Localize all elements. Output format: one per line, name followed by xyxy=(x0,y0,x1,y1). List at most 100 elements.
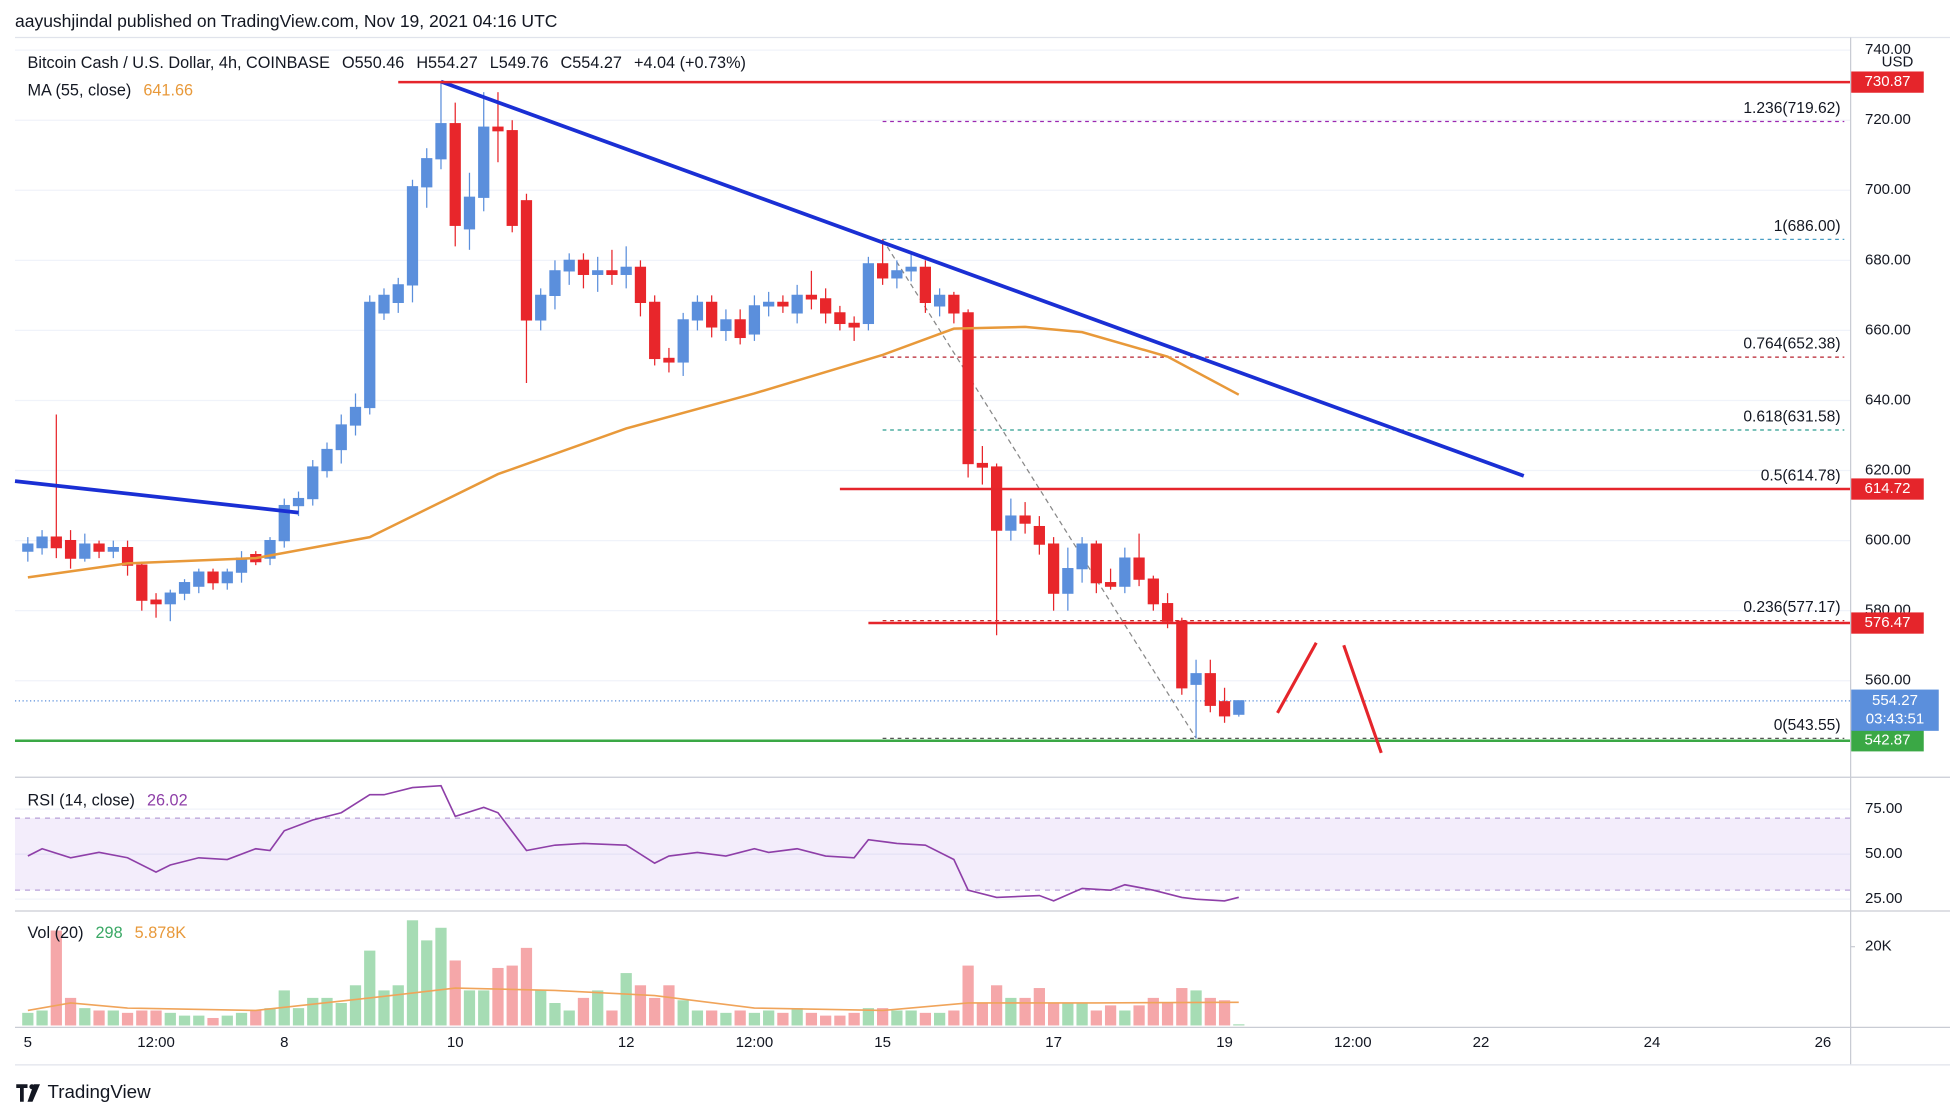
candle-body xyxy=(449,123,461,226)
candle-body xyxy=(321,448,333,472)
fib-label: 0.618(631.58) xyxy=(1743,409,1840,426)
volume-bar xyxy=(506,965,518,1026)
candle-body xyxy=(976,462,988,468)
volume-bar xyxy=(1033,988,1045,1026)
candle-body xyxy=(1119,557,1131,587)
volume-bar xyxy=(663,985,675,1026)
volume-ma-value: 5.878K xyxy=(135,924,187,942)
volume-bar xyxy=(406,920,419,1026)
candle-body xyxy=(1090,543,1102,584)
x-tick-label: 17 xyxy=(1045,1034,1062,1051)
volume-bar xyxy=(1047,1003,1060,1026)
volume-bar xyxy=(292,1008,305,1026)
volume-bar xyxy=(392,985,404,1026)
volume-bar xyxy=(834,1015,846,1026)
candle-body xyxy=(1218,701,1231,717)
volume-bar xyxy=(50,930,62,1026)
volume-bar xyxy=(1090,1010,1102,1026)
volume-value: 298 xyxy=(96,924,123,942)
volume-bar xyxy=(207,1017,219,1026)
volume-bar xyxy=(1218,1000,1231,1026)
candle-body xyxy=(948,294,960,314)
volume-bar xyxy=(905,1010,917,1026)
volume-bar xyxy=(364,950,376,1026)
candle-body xyxy=(178,582,191,594)
volume-bar xyxy=(720,1012,732,1026)
x-tick-label: 22 xyxy=(1473,1034,1490,1051)
volume-bar xyxy=(1233,1024,1245,1026)
volume-bar xyxy=(706,1010,718,1026)
y-tick-label: 560.00 xyxy=(1865,672,1911,689)
candle-body xyxy=(235,557,248,573)
volume-bar xyxy=(535,990,547,1026)
volume-title: Vol (20) xyxy=(28,924,84,942)
rsi-line xyxy=(27,784,1239,902)
last-price-label: 554.27 xyxy=(1872,692,1918,709)
x-tick-label: 12:00 xyxy=(137,1034,175,1051)
volume-bar xyxy=(107,1010,119,1026)
candle-body xyxy=(79,543,91,559)
candle-body xyxy=(748,305,761,335)
volume-bar xyxy=(777,1012,789,1026)
candle-body xyxy=(634,266,647,304)
candle-body xyxy=(563,259,575,272)
volume-bar xyxy=(691,1010,704,1026)
volume-bar xyxy=(805,1012,818,1026)
ma-header: MA (55, close) 641.66 xyxy=(28,82,194,100)
volume-bar xyxy=(791,1008,803,1026)
x-tick-label: 8 xyxy=(280,1034,288,1051)
x-tick-label: 19 xyxy=(1216,1034,1233,1051)
volume-bar xyxy=(307,997,319,1026)
volume-bar xyxy=(193,1015,205,1026)
candle-body xyxy=(50,536,62,549)
candle-body xyxy=(492,126,504,132)
candle-body xyxy=(677,319,689,363)
x-tick-label: 15 xyxy=(874,1034,891,1051)
candle-body xyxy=(777,301,789,307)
volume-bar xyxy=(421,940,433,1026)
volume-bar xyxy=(64,997,77,1026)
fib-label: 0(543.55) xyxy=(1774,717,1841,734)
volume-bar xyxy=(520,947,533,1026)
volume-bar xyxy=(933,1012,946,1026)
symbol-header: Bitcoin Cash / U.S. Dollar, 4h, COINBASE… xyxy=(28,54,746,72)
symbol-title: Bitcoin Cash / U.S. Dollar, 4h, COINBASE xyxy=(28,54,331,72)
volume-bar xyxy=(577,997,590,1026)
volume-bar xyxy=(1119,1010,1131,1026)
candle-body xyxy=(1147,578,1159,605)
volume-bar xyxy=(1005,997,1017,1026)
x-tick-label: 12:00 xyxy=(1334,1034,1372,1051)
candle-body xyxy=(1176,620,1188,689)
candle-body xyxy=(207,571,219,584)
volume-bar xyxy=(264,1008,276,1026)
volume-bar xyxy=(250,1010,262,1026)
candle-body xyxy=(1062,568,1074,594)
rsi-header: RSI (14, close) 26.02 xyxy=(28,792,188,810)
candle-body xyxy=(1161,603,1174,622)
quote-close: C554.27 xyxy=(561,54,622,72)
marks: 1.236(719.62) 1(686.00) 0.764(652.38) 0.618… xyxy=(14,79,1850,1026)
volume-bar xyxy=(1019,997,1031,1026)
x-tick-label: 5 xyxy=(24,1034,32,1051)
rsi-value: 26.02 xyxy=(147,792,188,810)
candle-body xyxy=(1076,543,1088,570)
volume-bar xyxy=(620,973,632,1026)
candle-body xyxy=(193,571,205,587)
volume-bar xyxy=(22,1012,34,1026)
candle-body xyxy=(720,319,732,332)
candle-body xyxy=(1190,673,1202,685)
candle-body xyxy=(834,312,846,325)
y-tick-label: 700.00 xyxy=(1865,181,1911,198)
quote-change: +4.04 (+0.73%) xyxy=(634,54,746,72)
candle-body xyxy=(549,270,561,296)
volume-bar xyxy=(235,1012,248,1026)
candle-body xyxy=(862,263,875,325)
volume-bar xyxy=(121,1012,134,1026)
currency: USD xyxy=(1882,53,1914,70)
candle-body xyxy=(22,543,34,552)
y-tick-label: 75.00 xyxy=(1865,800,1903,817)
grid xyxy=(15,49,1855,948)
volume-bar xyxy=(1076,1003,1088,1026)
candle-body xyxy=(349,406,362,426)
candle-body xyxy=(691,301,704,321)
